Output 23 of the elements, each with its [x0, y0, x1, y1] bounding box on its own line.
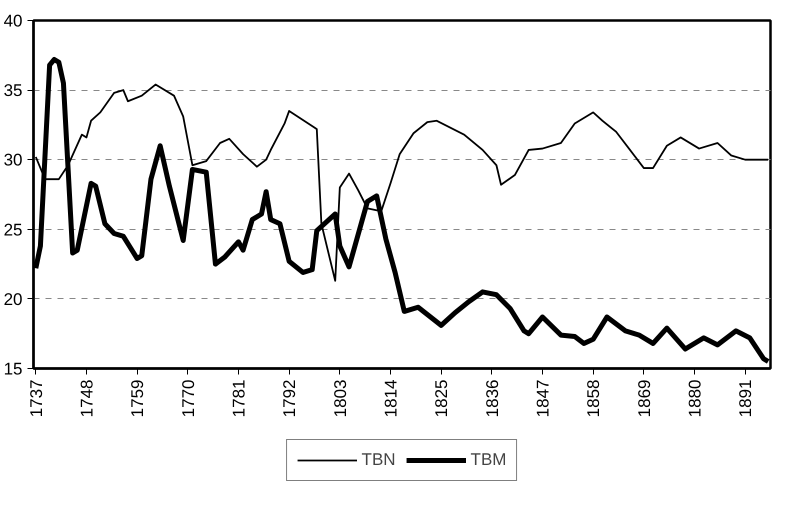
- x-tick-label: 1803: [330, 379, 350, 418]
- x-tick-label: 1770: [178, 379, 198, 418]
- x-tick-label: 1825: [432, 379, 452, 418]
- y-tick-label: 25: [4, 220, 23, 240]
- x-tick-label: 1836: [482, 379, 502, 418]
- x-tick-label: 1891: [736, 379, 756, 418]
- x-tick-label: 1737: [26, 379, 46, 418]
- legend-label: TBN: [362, 450, 396, 470]
- x-tick-label: 1759: [128, 379, 148, 418]
- x-tick-label: 1858: [584, 379, 604, 418]
- x-tick-label: 1748: [77, 379, 96, 418]
- y-tick-label: 15: [4, 360, 23, 378]
- y-tick-label: 35: [4, 81, 23, 100]
- y-tick-label: 30: [4, 150, 23, 170]
- x-tick-label: 1847: [533, 379, 552, 418]
- legend-label: TBM: [470, 450, 506, 470]
- x-tick-label: 1869: [634, 379, 654, 418]
- x-tick-label: 1781: [229, 379, 248, 418]
- x-tick-label: 1814: [381, 379, 400, 418]
- y-tick-label: 20: [4, 290, 23, 309]
- y-tick-label: 40: [4, 12, 23, 30]
- x-tick-label: 1880: [685, 379, 704, 418]
- x-tick-label: 1792: [280, 379, 300, 418]
